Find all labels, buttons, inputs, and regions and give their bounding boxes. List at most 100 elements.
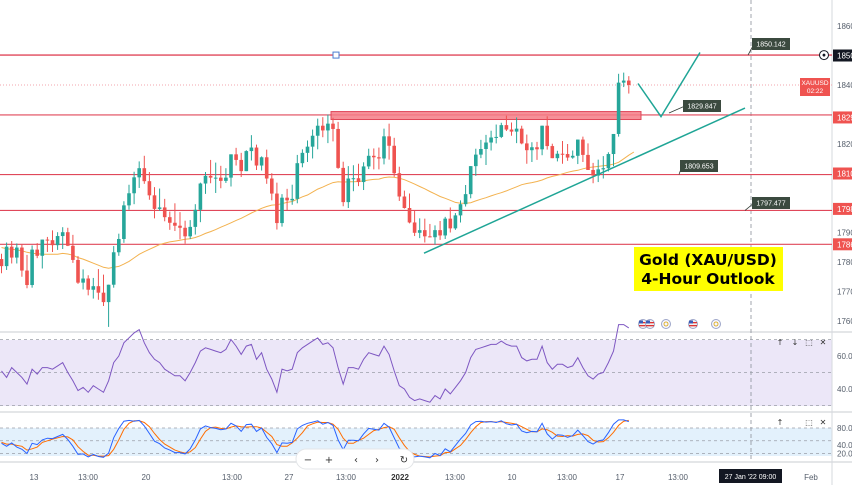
crosshair-time-label: 27 Jan '22 09:00 [719, 469, 782, 483]
candle-body [372, 155, 376, 158]
candle-body [530, 147, 534, 151]
annotations: 1850.142 1829.847 1809.653 1797.477 [668, 38, 790, 211]
candle-body [565, 154, 570, 158]
candle-body [443, 218, 447, 236]
eu-flag-icon[interactable] [711, 319, 721, 329]
candle-body [382, 136, 386, 159]
candle-body [576, 139, 580, 156]
stochastic-axis-label: 40.00 [837, 441, 852, 450]
candle-body [101, 292, 106, 303]
crosshair-time-text: 27 Jan '22 09:00 [725, 474, 777, 481]
reset-chart-button[interactable]: ↻ [400, 455, 408, 466]
close-pane-icon[interactable]: ✕ [820, 418, 827, 427]
maximize-pane-icon[interactable]: ⬚ [805, 418, 813, 427]
candle-body [331, 123, 335, 129]
close-pane-icon[interactable]: ✕ [820, 338, 827, 347]
eu-flag-icon[interactable] [661, 319, 671, 329]
candle-body [96, 286, 101, 293]
candle-body [468, 166, 473, 195]
candle-body [224, 177, 228, 181]
candle-body [203, 175, 208, 184]
ascending-trendline [423, 107, 746, 254]
candle-body [91, 286, 96, 290]
candle-body [157, 207, 162, 209]
candle-body [616, 82, 621, 134]
move-pane-up-icon[interactable]: ↑ [777, 418, 784, 427]
candle-body [545, 125, 549, 147]
zoom-out-button[interactable]: − [304, 455, 312, 466]
candle-body [606, 154, 611, 169]
candle-body [346, 178, 351, 203]
rsi-line [1, 324, 630, 403]
price-axis-badge [833, 111, 852, 124]
candle-body [244, 151, 249, 172]
callout-leader-line [668, 105, 686, 114]
time-axis-label: 20 [142, 473, 151, 482]
callout-price-label: 1797.477 [756, 201, 785, 208]
candle-body [504, 125, 509, 130]
move-pane-up-icon[interactable]: ↑ [777, 338, 784, 347]
stochastic-axis-label: 20.00 [837, 450, 852, 459]
candle-body [412, 222, 417, 233]
candle-body [591, 169, 595, 176]
candle-body [555, 153, 560, 159]
countdown-label: 02:22 [807, 88, 824, 95]
price-axis-badge [833, 167, 852, 180]
scroll-right-button[interactable]: › [375, 455, 379, 466]
zoom-in-button[interactable]: + [325, 455, 333, 466]
candle-body [489, 137, 493, 143]
candle-body [336, 128, 340, 168]
price-axis-label: 1850 [837, 52, 852, 61]
time-axis-label: 13:00 [557, 473, 578, 482]
candle-body [183, 227, 187, 237]
candle-body [560, 153, 565, 155]
candle-body [621, 80, 626, 83]
candle-body [519, 128, 524, 144]
move-pane-down-icon[interactable]: ↓ [792, 338, 799, 347]
candle-body [525, 143, 529, 151]
candle-body [178, 225, 182, 228]
rsi-axis-label: 40.00 [837, 385, 852, 394]
price-axis-badge [833, 202, 852, 215]
maximize-pane-icon[interactable]: ⬚ [805, 338, 813, 347]
candle-body [111, 252, 116, 285]
candle-body [193, 209, 198, 227]
candle-body [479, 149, 483, 155]
candle-body [402, 196, 407, 209]
time-axis-label: 13:00 [222, 473, 243, 482]
callout-price-label: 1829.847 [687, 104, 716, 111]
candle-body [392, 145, 396, 174]
projection-path [637, 52, 701, 118]
candle-body [30, 249, 34, 286]
callout-badge [680, 160, 718, 172]
economic-event-flags [638, 319, 721, 329]
candle-body [499, 125, 504, 137]
candle-body [356, 178, 361, 183]
candle-body [305, 146, 310, 153]
price-axis-label: 1760 [837, 317, 852, 326]
candle-body [596, 169, 600, 176]
us-flag-icon[interactable] [645, 319, 655, 329]
candle-body [550, 146, 555, 159]
candle-body [45, 239, 50, 241]
candle-body [249, 147, 254, 152]
candle-body [417, 230, 422, 233]
time-axis-label: 13 [30, 473, 39, 482]
candle-body [127, 193, 131, 206]
us-flag-icon[interactable] [638, 319, 648, 329]
candle-body [586, 154, 590, 170]
candle-body [25, 270, 29, 286]
candle-body [494, 136, 498, 138]
candle-body [76, 259, 80, 283]
candle-body [168, 217, 172, 223]
candle-body [122, 205, 126, 239]
scroll-left-button[interactable]: ‹ [354, 455, 358, 466]
stochastic-pane [0, 419, 832, 459]
stochastic-pane-band [0, 428, 832, 456]
us-flag-icon[interactable] [688, 319, 698, 329]
candle-body [259, 157, 264, 166]
stochastic-pane-controls: ↑ ⬚ ✕ [777, 418, 827, 427]
candle-body [601, 168, 606, 170]
callout-badge [752, 38, 790, 50]
